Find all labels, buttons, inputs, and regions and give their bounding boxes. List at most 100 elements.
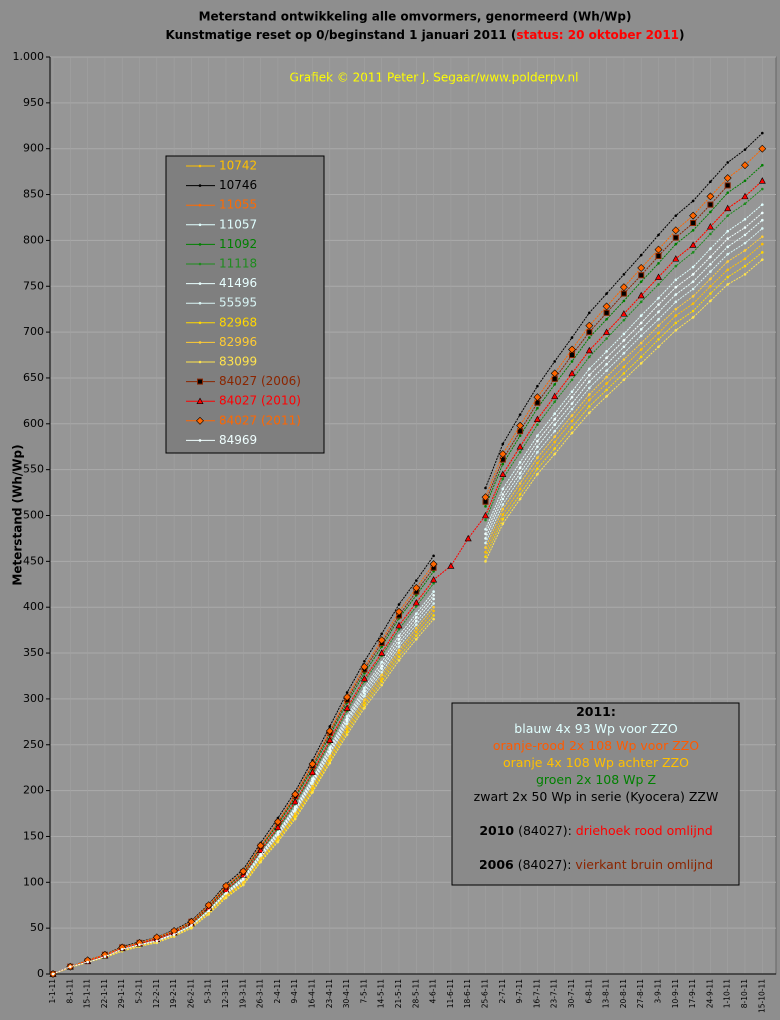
legend-label: 41496 <box>219 276 257 290</box>
annotation-segment: (84027): <box>514 857 576 872</box>
marker-dot <box>553 423 556 427</box>
x-tick-label: 2-4-11 <box>273 979 282 1004</box>
legend-label: 11057 <box>219 217 257 231</box>
marker-dot <box>639 253 643 257</box>
marker-dot <box>432 602 435 605</box>
x-tick-label: 8-10-11 <box>740 979 749 1008</box>
marker-dot <box>709 292 712 295</box>
x-tick-label: 19-3-11 <box>238 979 247 1008</box>
marker-dot <box>605 382 608 385</box>
marker-dot <box>622 273 626 276</box>
marker-dot <box>311 791 314 794</box>
marker-dot <box>120 947 124 951</box>
marker-dot <box>518 413 522 416</box>
marker-dot <box>657 296 660 300</box>
marker-dot <box>605 350 608 353</box>
marker-dot <box>657 317 660 321</box>
annotation-segment: (84027): <box>514 823 576 838</box>
marker-dot <box>674 328 678 332</box>
marker-dot <box>674 285 678 289</box>
marker-dot <box>484 527 487 531</box>
marker-dot <box>415 612 418 615</box>
marker-diamond <box>204 901 213 910</box>
marker-triangle <box>343 704 351 711</box>
marker-dot <box>743 179 747 183</box>
marker-triangle <box>326 736 334 743</box>
marker-dot <box>380 680 384 683</box>
marker-dot <box>726 252 729 256</box>
marker-dot <box>726 275 729 279</box>
annotation-segment: vierkant bruin omlijnd <box>575 857 713 872</box>
annotation-line: oranje 4x 108 Wp achter ZZO <box>503 755 689 770</box>
marker-dot <box>570 407 574 411</box>
marker-dot <box>380 667 384 670</box>
marker-triangle <box>464 534 472 542</box>
marker-triangle <box>585 346 593 354</box>
marker-dot <box>518 493 522 496</box>
marker-dot <box>415 593 418 597</box>
marker-dot <box>484 532 487 536</box>
marker-dot <box>397 659 401 662</box>
marker-dot <box>198 282 202 285</box>
marker-diamond <box>689 211 698 220</box>
marker-triangle <box>724 204 732 212</box>
marker-dot <box>761 131 764 135</box>
marker-square <box>603 309 610 316</box>
marker-dot <box>259 860 262 864</box>
marker-dot <box>190 924 193 927</box>
marker-dot <box>293 810 297 813</box>
marker-dot <box>380 632 384 636</box>
marker-dot <box>363 704 366 707</box>
marker-dot <box>198 203 202 207</box>
marker-dot <box>761 235 764 239</box>
x-tick-label: 26-2-11 <box>186 979 195 1008</box>
legend-label: 55595 <box>219 296 257 310</box>
marker-dot <box>484 486 487 490</box>
marker-dot <box>743 226 747 229</box>
marker-dot <box>553 360 556 363</box>
y-tick-label: 750 <box>23 279 44 292</box>
x-tick-label: 17-9-11 <box>688 979 697 1008</box>
annotation-segment: oranje 4x 108 Wp achter ZZO <box>503 755 689 770</box>
marker-dot <box>709 210 712 214</box>
marker-dot <box>709 284 712 288</box>
marker-dot <box>761 163 764 167</box>
marker-triangle <box>412 598 420 606</box>
marker-dot <box>639 341 643 345</box>
marker-square <box>724 182 731 189</box>
marker-dot <box>501 507 505 511</box>
marker-dot <box>397 637 401 641</box>
marker-dot <box>518 466 522 470</box>
marker-dot <box>363 692 366 695</box>
y-tick-label: 600 <box>23 417 44 430</box>
marker-dot <box>639 280 643 283</box>
x-tick-label: 13-8-11 <box>602 979 611 1008</box>
marker-dot <box>380 677 384 681</box>
y-tick-label: 800 <box>23 233 44 246</box>
marker-dot <box>743 202 747 206</box>
marker-dot <box>588 411 591 415</box>
marker-dot <box>691 280 695 283</box>
marker-diamond <box>654 245 663 254</box>
marker-dot <box>691 229 695 232</box>
marker-dot <box>198 243 202 246</box>
marker-dot <box>639 355 643 359</box>
y-tick-label: 100 <box>23 875 44 888</box>
chart-title: Meterstand ontwikkeling alle omvormers, … <box>199 10 632 24</box>
marker-dot <box>484 550 487 554</box>
marker-dot <box>709 262 712 266</box>
x-tick-label: 15-1-11 <box>83 979 92 1008</box>
marker-dot <box>605 369 608 372</box>
marker-diamond <box>395 607 403 616</box>
x-tick-label: 3-9-11 <box>654 979 663 1004</box>
annotation: 2011: blauw 4x 93 Wp voor ZZO oranje-rood … <box>451 702 740 886</box>
marker-dot <box>536 423 539 427</box>
marker-dot <box>553 447 556 450</box>
marker-square <box>690 219 697 226</box>
x-tick-label: 15-10-11 <box>757 979 766 1013</box>
legend-label: 10742 <box>219 159 257 173</box>
marker-square <box>586 329 593 336</box>
marker-dot <box>328 755 332 758</box>
marker-dot <box>198 360 202 364</box>
marker-dot <box>276 831 280 835</box>
